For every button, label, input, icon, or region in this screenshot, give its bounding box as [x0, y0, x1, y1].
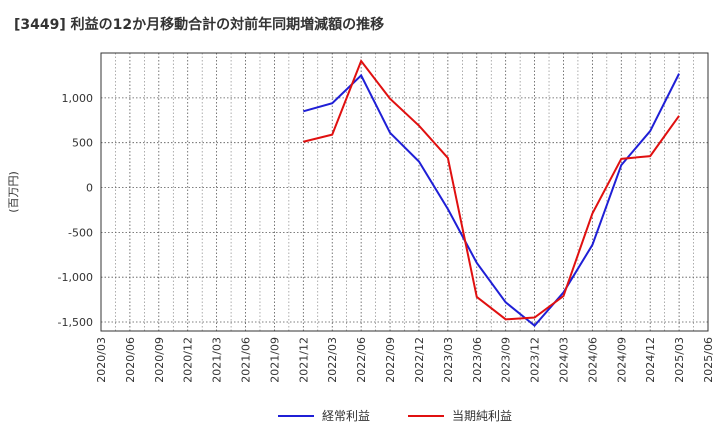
y-axis-label: (百万円) [7, 171, 20, 213]
series-layer [303, 59, 680, 328]
legend: 経常利益 当期純利益 [278, 409, 512, 423]
x-tick-label: 2021/12 [297, 337, 310, 383]
x-tick-label: 2024/06 [586, 337, 599, 383]
x-tick-label: 2024/12 [644, 337, 657, 383]
grid-layer [100, 53, 709, 331]
y-tick-label: 0 [86, 182, 93, 195]
x-tick-label: 2022/09 [384, 337, 397, 383]
x-tick-label: 2022/03 [326, 337, 339, 383]
y-tick-label: 500 [72, 137, 93, 150]
x-tick-label: 2023/09 [500, 337, 513, 383]
x-tick-label: 2023/12 [529, 337, 542, 383]
x-tick-label: 2023/06 [471, 337, 484, 383]
legend-label: 経常利益 [322, 409, 370, 423]
x-tick-label: 2024/03 [557, 337, 570, 383]
y-tick-label: -1,500 [58, 316, 93, 329]
x-tick-label: 2021/09 [268, 337, 281, 383]
x-tick-label: 2025/03 [673, 337, 686, 383]
x-tick-label: 2020/03 [95, 337, 108, 383]
y-tick-label: -1,000 [58, 271, 93, 284]
plot-frame [100, 52, 709, 332]
y-tick-label: 1,000 [62, 92, 94, 105]
series-line-1 [303, 73, 680, 328]
x-tick-label: 2021/03 [211, 337, 224, 383]
x-tick-label: 2020/12 [182, 337, 195, 383]
x-axis-ticks: 2020/03 2020/06 2020/09 2020/12 2021/03 2021/… [95, 337, 715, 383]
y-axis-ticks: 1,000 500 0 -500 -1,000 -1,500 [58, 92, 93, 329]
x-tick-label: 2021/06 [240, 337, 253, 383]
x-tick-label: 2024/09 [615, 337, 628, 383]
y-tick-label: -500 [68, 226, 93, 239]
legend-label: 当期純利益 [452, 409, 512, 423]
chart-title: [3449] 利益の12か月移動合計の対前年同期増減額の推移 [14, 17, 385, 33]
x-tick-label: 2020/09 [153, 337, 166, 383]
x-tick-label: 2023/03 [442, 337, 455, 383]
x-tick-label: 2025/06 [702, 337, 715, 383]
x-tick-label: 2022/12 [413, 337, 426, 383]
x-tick-label: 2022/06 [355, 337, 368, 383]
series-line-2 [303, 59, 680, 321]
x-tick-label: 2020/06 [124, 337, 137, 383]
